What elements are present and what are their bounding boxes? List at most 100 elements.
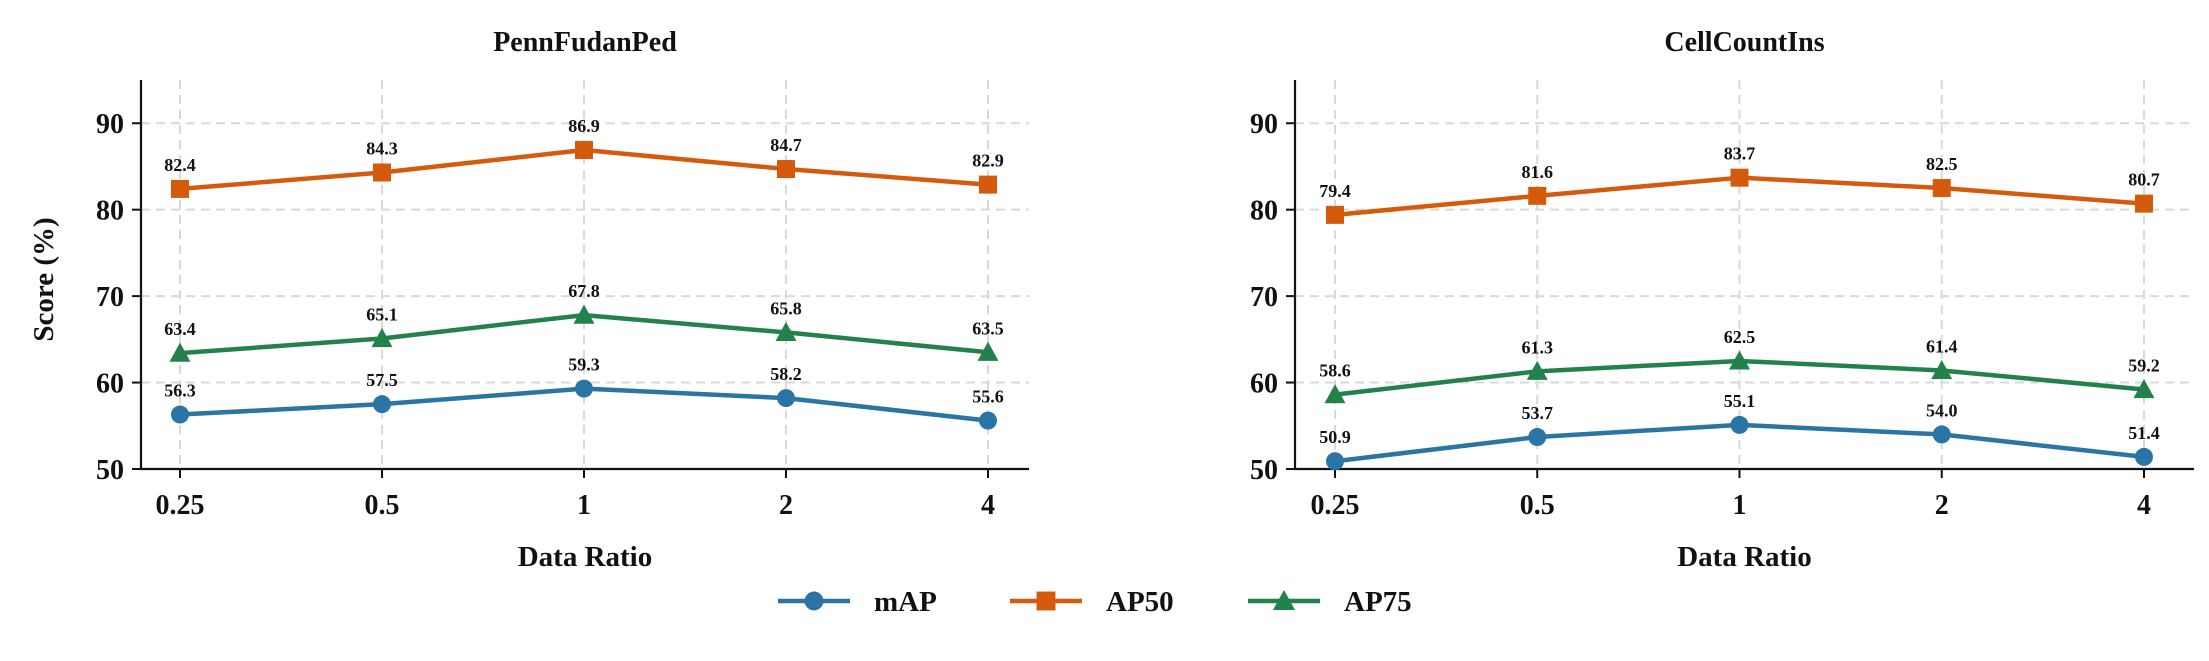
chart-title: PennFudanPed: [493, 27, 677, 58]
legend-label-map: mAP: [874, 586, 937, 618]
data-label-ap75: 62.5: [1724, 327, 1756, 347]
data-label-map: 57.5: [366, 370, 398, 390]
x-tick-label: 0.5: [1520, 490, 1555, 521]
data-label-ap50: 83.7: [1724, 144, 1756, 164]
chart-panel-2: 50 60 70 80 90 0.25 0.5 1 2 4 CellCountIns Data Rat…: [1250, 27, 2194, 573]
data-point-map: [2135, 447, 2153, 466]
x-tick-label: 2: [1935, 490, 1949, 521]
data-label-map: 58.2: [770, 364, 802, 384]
legend-item-ap75: AP75: [1248, 586, 1412, 618]
legend-label-ap75: AP75: [1344, 586, 1412, 618]
data-label-ap75: 65.8: [770, 298, 802, 318]
data-label-ap75: 59.2: [2128, 355, 2160, 375]
data-label-ap75: 67.8: [568, 281, 600, 301]
y-tick-label: 80: [96, 196, 124, 227]
series-ap50: 79.4 81.6 83.7 82.5 80.7: [1319, 144, 2160, 224]
data-point-map: [171, 405, 189, 424]
legend: mAP AP50 AP75: [778, 586, 1412, 618]
x-axis-label: Data Ratio: [1677, 541, 1812, 573]
data-label-ap75: 63.4: [164, 319, 196, 339]
data-point-ap50: [373, 163, 391, 182]
legend-marker-ap75: [1272, 589, 1296, 611]
y-tick-label: 50: [1250, 455, 1278, 486]
data-label-ap50: 86.9: [568, 116, 600, 136]
y-tick-label: 70: [1250, 282, 1278, 313]
y-tick-label: 90: [1250, 109, 1278, 140]
data-point-ap75: [1324, 384, 1346, 404]
x-tick-label: 1: [1733, 490, 1747, 521]
legend-marker-map: [804, 591, 824, 611]
y-tick-label: 50: [96, 455, 124, 486]
chart-title: CellCountIns: [1664, 27, 1824, 58]
data-point-ap75: [977, 341, 999, 361]
data-point-ap50: [777, 160, 795, 179]
y-tick-label: 60: [1250, 369, 1278, 400]
data-point-ap75: [775, 321, 797, 342]
x-tick-label: 0.25: [1311, 490, 1360, 521]
data-label-ap50: 80.7: [2128, 170, 2160, 190]
data-point-map: [979, 411, 997, 430]
data-point-map: [1730, 415, 1749, 434]
x-tick-label: 0.25: [156, 490, 205, 521]
y-axis-label: Score (%): [28, 217, 60, 341]
data-point-map: [373, 395, 391, 414]
x-tick-label: 4: [981, 490, 995, 521]
data-point-ap50: [171, 179, 189, 198]
data-label-ap75: 65.1: [366, 304, 398, 324]
x-tick-label: 0.5: [365, 490, 400, 521]
data-label-ap75: 61.4: [1926, 336, 1958, 356]
series-ap50: 82.4 84.3 86.9 84.7 82.9: [164, 116, 1004, 198]
data-point-ap50: [1932, 179, 1951, 198]
data-label-map: 59.3: [568, 355, 600, 375]
y-tick-label: 70: [96, 282, 124, 313]
x-tick-label: 1: [577, 490, 591, 521]
series-map: 50.9 53.7 55.1 54.0 51.4: [1319, 391, 2160, 471]
legend-marker-ap50: [1036, 591, 1056, 611]
data-point-ap75: [371, 327, 393, 348]
data-label-ap50: 81.6: [1522, 162, 1554, 182]
data-label-map: 55.6: [972, 387, 1004, 407]
series-ap75: 63.4 65.1 67.8 65.8 63.5: [164, 281, 1004, 362]
data-label-ap50: 82.9: [972, 151, 1004, 171]
data-point-ap75: [169, 342, 191, 362]
data-point-map: [575, 379, 593, 398]
data-point-ap50: [1528, 186, 1547, 205]
data-point-map: [1932, 425, 1951, 444]
data-label-ap75: 61.3: [1522, 337, 1554, 357]
x-tick-label: 4: [2137, 490, 2151, 521]
series-map: 56.3 57.5 59.3 58.2 55.6: [164, 355, 1004, 430]
data-point-ap50: [1730, 168, 1749, 187]
legend-item-ap50: AP50: [1010, 586, 1174, 618]
x-tick-label: 2: [779, 490, 793, 521]
data-label-ap50: 82.4: [164, 155, 196, 175]
data-label-map: 51.4: [2128, 423, 2160, 443]
chart-panel-1: 50 60 70 80 90 0.25 0.5 1 2 4 PennFudanPed Data Rat…: [28, 27, 1029, 573]
data-point-map: [777, 389, 795, 408]
data-point-ap75: [1729, 350, 1750, 370]
y-tick-label: 60: [96, 369, 124, 400]
data-label-map: 50.9: [1319, 427, 1351, 447]
y-tick-label: 80: [1250, 196, 1278, 227]
data-label-map: 53.7: [1522, 403, 1554, 423]
series-ap75: 58.6 61.3 62.5 61.4 59.2: [1319, 327, 2160, 404]
data-point-map: [1528, 428, 1547, 447]
data-label-map: 56.3: [164, 381, 196, 401]
data-label-ap75: 63.5: [972, 318, 1004, 338]
data-label-map: 54.0: [1926, 400, 1958, 420]
y-tick-label: 90: [96, 109, 124, 140]
data-label-ap50: 84.7: [770, 135, 802, 155]
x-axis-label: Data Ratio: [518, 541, 653, 573]
data-label-ap75: 58.6: [1319, 361, 1351, 381]
data-point-ap75: [1931, 359, 1953, 380]
data-label-map: 55.1: [1724, 391, 1756, 411]
data-point-ap50: [575, 141, 593, 160]
data-point-ap50: [979, 175, 997, 194]
legend-label-ap50: AP50: [1106, 586, 1174, 618]
data-point-ap50: [1326, 205, 1344, 224]
legend-item-map: mAP: [778, 586, 937, 618]
data-label-ap50: 84.3: [366, 138, 398, 158]
data-point-ap50: [2135, 194, 2153, 213]
data-point-map: [1326, 452, 1344, 471]
data-point-ap75: [573, 304, 595, 324]
